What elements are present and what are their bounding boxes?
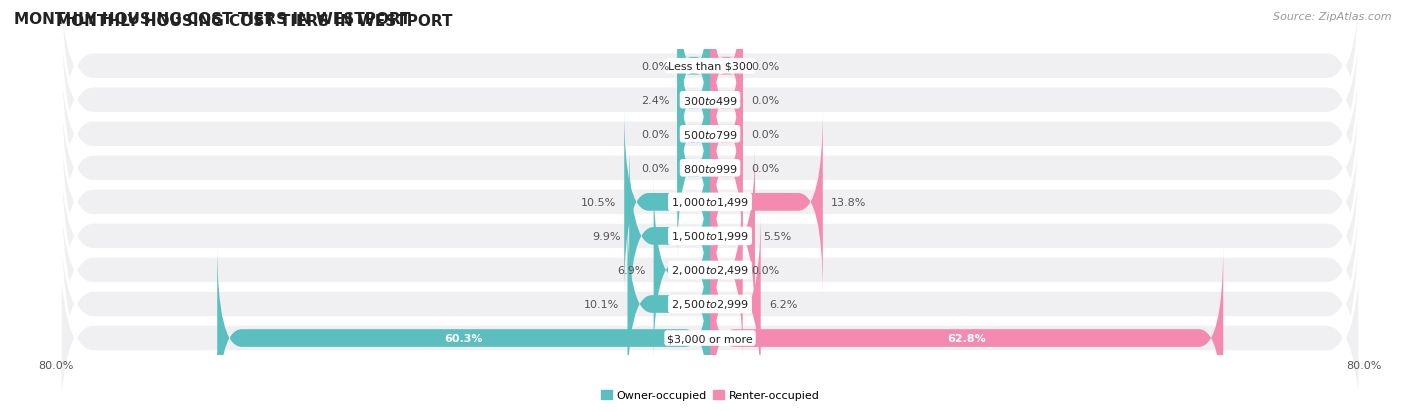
- FancyBboxPatch shape: [710, 177, 742, 363]
- Text: 0.0%: 0.0%: [641, 62, 669, 71]
- Text: Less than $300: Less than $300: [668, 62, 752, 71]
- FancyBboxPatch shape: [627, 211, 710, 397]
- FancyBboxPatch shape: [60, 46, 1360, 291]
- Text: 2.4%: 2.4%: [641, 95, 669, 105]
- Text: 62.8%: 62.8%: [948, 333, 986, 343]
- Text: 0.0%: 0.0%: [751, 95, 779, 105]
- FancyBboxPatch shape: [60, 114, 1360, 358]
- Text: 0.0%: 0.0%: [751, 265, 779, 275]
- FancyBboxPatch shape: [710, 41, 742, 228]
- FancyBboxPatch shape: [654, 177, 710, 363]
- FancyBboxPatch shape: [710, 7, 742, 194]
- FancyBboxPatch shape: [218, 245, 710, 413]
- Text: 0.0%: 0.0%: [641, 164, 669, 173]
- Text: $300 to $499: $300 to $499: [682, 95, 738, 107]
- FancyBboxPatch shape: [60, 80, 1360, 325]
- FancyBboxPatch shape: [710, 75, 742, 261]
- FancyBboxPatch shape: [60, 216, 1360, 413]
- FancyBboxPatch shape: [60, 0, 1360, 189]
- Text: 13.8%: 13.8%: [831, 197, 866, 207]
- Text: 6.2%: 6.2%: [769, 299, 797, 309]
- Text: 9.9%: 9.9%: [592, 231, 621, 241]
- Text: $1,500 to $1,999: $1,500 to $1,999: [671, 230, 749, 243]
- Text: 60.3%: 60.3%: [444, 333, 482, 343]
- FancyBboxPatch shape: [678, 75, 710, 261]
- Legend: Owner-occupied, Renter-occupied: Owner-occupied, Renter-occupied: [596, 385, 824, 405]
- FancyBboxPatch shape: [678, 7, 710, 194]
- Text: $2,000 to $2,499: $2,000 to $2,499: [671, 264, 749, 277]
- Text: 10.5%: 10.5%: [581, 197, 616, 207]
- FancyBboxPatch shape: [710, 245, 1223, 413]
- Text: 10.1%: 10.1%: [583, 299, 619, 309]
- Text: 6.9%: 6.9%: [617, 265, 645, 275]
- FancyBboxPatch shape: [628, 143, 710, 330]
- FancyBboxPatch shape: [710, 109, 823, 295]
- FancyBboxPatch shape: [624, 109, 710, 295]
- FancyBboxPatch shape: [60, 182, 1360, 413]
- FancyBboxPatch shape: [710, 0, 742, 159]
- Text: 0.0%: 0.0%: [751, 129, 779, 140]
- FancyBboxPatch shape: [60, 12, 1360, 257]
- Text: $3,000 or more: $3,000 or more: [668, 333, 752, 343]
- FancyBboxPatch shape: [678, 41, 710, 228]
- Text: $500 to $799: $500 to $799: [682, 128, 738, 140]
- FancyBboxPatch shape: [710, 211, 761, 397]
- Text: MONTHLY HOUSING COST TIERS IN WESTPORT: MONTHLY HOUSING COST TIERS IN WESTPORT: [56, 14, 453, 29]
- FancyBboxPatch shape: [710, 143, 755, 330]
- Text: 0.0%: 0.0%: [641, 129, 669, 140]
- Text: $1,000 to $1,499: $1,000 to $1,499: [671, 196, 749, 209]
- Text: $800 to $999: $800 to $999: [682, 162, 738, 174]
- FancyBboxPatch shape: [678, 0, 710, 159]
- Text: 0.0%: 0.0%: [751, 62, 779, 71]
- Text: 5.5%: 5.5%: [763, 231, 792, 241]
- FancyBboxPatch shape: [60, 0, 1360, 223]
- Text: $2,500 to $2,999: $2,500 to $2,999: [671, 298, 749, 311]
- Text: 0.0%: 0.0%: [751, 164, 779, 173]
- Text: MONTHLY HOUSING COST TIERS IN WESTPORT: MONTHLY HOUSING COST TIERS IN WESTPORT: [14, 12, 411, 27]
- Text: Source: ZipAtlas.com: Source: ZipAtlas.com: [1274, 12, 1392, 22]
- FancyBboxPatch shape: [60, 148, 1360, 392]
